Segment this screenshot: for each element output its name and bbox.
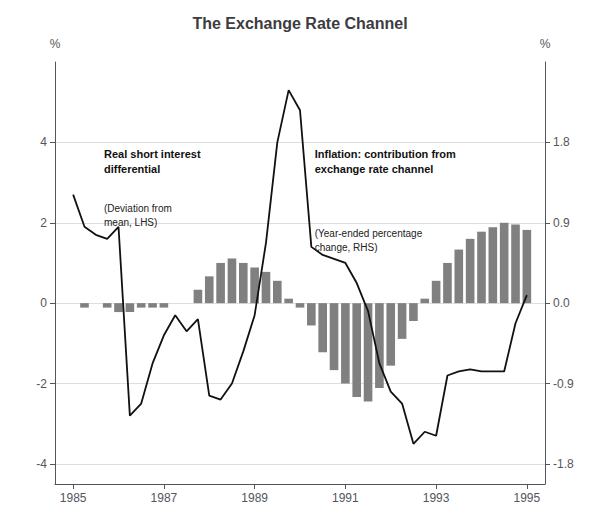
svg-text:1995: 1995: [514, 491, 541, 505]
svg-text:1987: 1987: [151, 491, 178, 505]
svg-text:Inflation: contribution from: Inflation: contribution from: [315, 148, 456, 160]
svg-text:(Deviation from: (Deviation from: [104, 203, 172, 214]
svg-text:-1.8: -1.8: [553, 457, 574, 471]
svg-text:1985: 1985: [60, 491, 87, 505]
svg-text:-2: -2: [36, 377, 47, 391]
svg-text:0.0: 0.0: [553, 296, 570, 310]
svg-text:2: 2: [40, 216, 47, 230]
svg-text:0: 0: [40, 296, 47, 310]
svg-text:differential: differential: [104, 163, 160, 175]
svg-text:%: %: [50, 37, 61, 51]
svg-text:mean, LHS): mean, LHS): [104, 217, 157, 228]
svg-text:%: %: [540, 37, 551, 51]
svg-text:1989: 1989: [241, 491, 268, 505]
svg-text:-4: -4: [36, 457, 47, 471]
svg-text:change, RHS): change, RHS): [315, 242, 378, 253]
svg-text:4: 4: [40, 135, 47, 149]
svg-text:-0.9: -0.9: [553, 377, 574, 391]
svg-text:exchange rate channel: exchange rate channel: [315, 163, 434, 175]
svg-text:1991: 1991: [332, 491, 359, 505]
svg-text:1.8: 1.8: [553, 135, 570, 149]
svg-text:Real short interest: Real short interest: [104, 148, 201, 160]
svg-text:0.9: 0.9: [553, 216, 570, 230]
svg-text:(Year-ended percentage: (Year-ended percentage: [315, 228, 423, 239]
svg-text:The Exchange Rate Channel: The Exchange Rate Channel: [192, 15, 407, 32]
svg-text:1993: 1993: [423, 491, 450, 505]
